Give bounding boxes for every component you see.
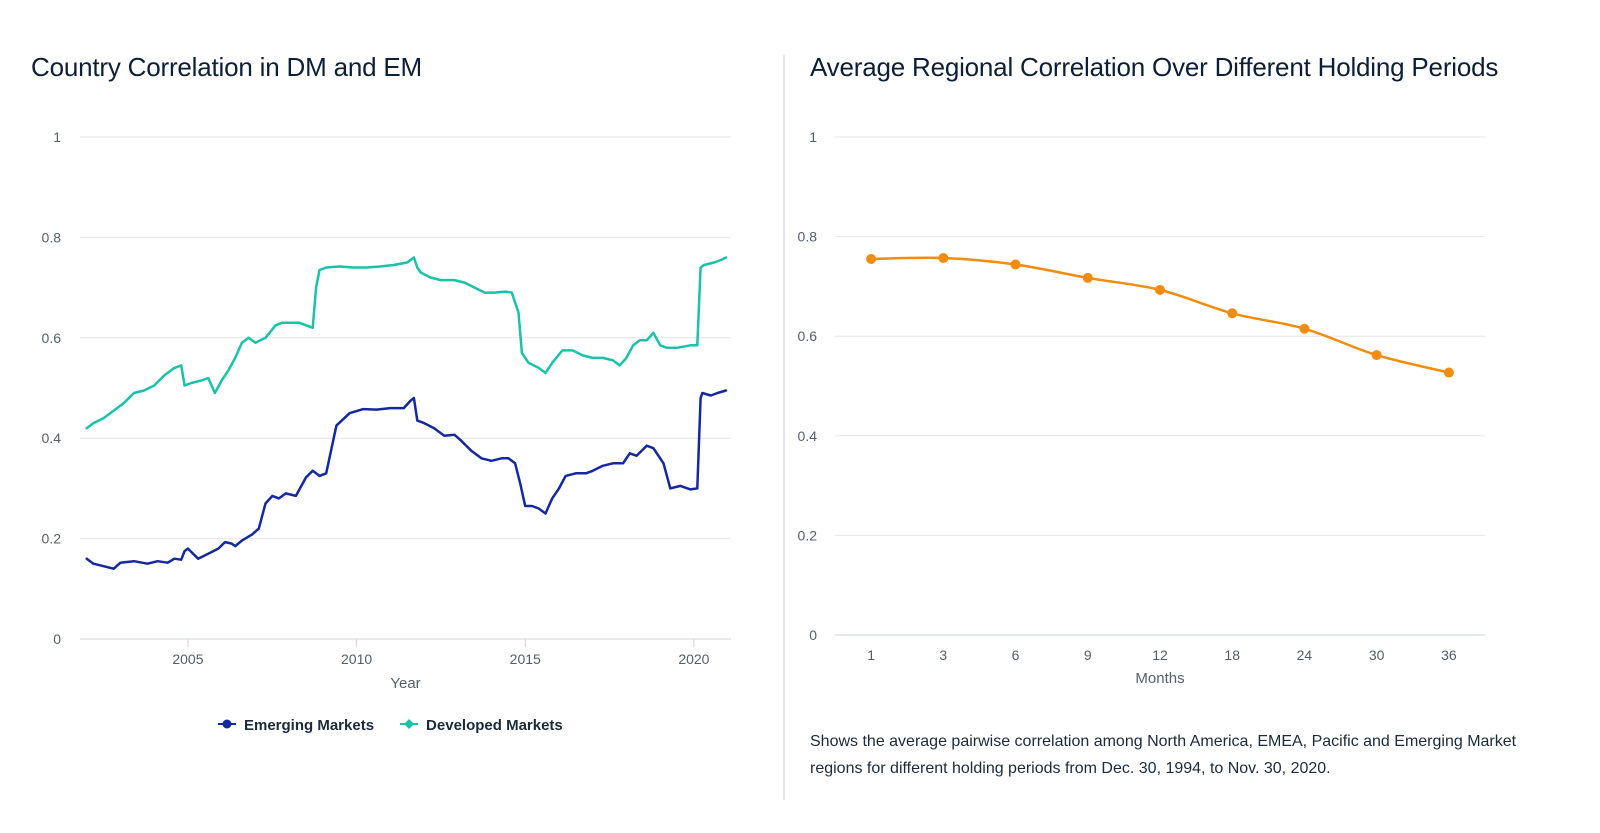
data-point [1299, 323, 1310, 334]
chart-title: Average Regional Correlation Over Differ… [810, 52, 1499, 82]
x-tick-label: 12 [1152, 647, 1168, 663]
legend-circle-icon [222, 719, 232, 729]
y-tick-label: 0 [809, 627, 817, 643]
data-point [1155, 284, 1165, 295]
series-line-emerging-markets [85, 389, 728, 570]
legend-diamond-icon [404, 719, 415, 729]
x-tick-label: 9 [1084, 647, 1092, 663]
x-tick-label: 18 [1224, 647, 1240, 663]
right-chart-panel: Average Regional Correlation Over Differ… [785, 0, 1600, 828]
y-tick-label: 0 [53, 631, 61, 647]
x-tick-label: 2015 [510, 651, 541, 667]
data-point [1443, 367, 1454, 378]
data-point [938, 253, 949, 264]
x-tick-label: 3 [939, 647, 947, 663]
y-tick-label: 1 [809, 129, 817, 145]
y-tick-label: 0.8 [798, 229, 818, 245]
legend-item: Developed Markets [400, 717, 563, 734]
legend-item: Emerging Markets [218, 717, 374, 734]
data-point [1227, 308, 1238, 319]
y-tick-label: 0.4 [798, 428, 818, 444]
y-tick-label: 1 [53, 129, 61, 145]
panel-divider [783, 55, 785, 800]
chart-title: Country Correlation in DM and EM [31, 52, 422, 82]
legend-label: Developed Markets [426, 717, 563, 734]
left-chart-panel: Country Correlation in DM and EM 0 0.2 0.4… [0, 0, 785, 828]
x-tick-label: 24 [1297, 647, 1313, 663]
x-tick-label: 30 [1369, 647, 1385, 663]
x-tick-label: 1 [867, 647, 875, 663]
x-tick-label: 2005 [172, 651, 203, 667]
series-line [871, 256, 1450, 374]
x-tick-label: 36 [1441, 647, 1457, 663]
y-tick-label: 0.6 [42, 330, 62, 346]
data-point [866, 254, 877, 265]
x-tick-label: 6 [1012, 647, 1020, 663]
y-tick-label: 0.4 [42, 430, 62, 446]
x-tick-label: 2020 [678, 651, 709, 667]
data-point [1010, 259, 1021, 270]
country-correlation-chart: 0 0.2 0.4 0.6 0.8 1 2005 2010 2015 2020 Year Emergi… [42, 129, 731, 734]
y-tick-label: 0.8 [42, 229, 62, 245]
y-tick-label: 0.2 [42, 531, 62, 547]
legend-label: Emerging Markets [244, 717, 374, 734]
x-axis-label: Months [1135, 670, 1184, 687]
data-point [1371, 350, 1382, 361]
series-line-developed-markets [85, 256, 728, 430]
data-point [1082, 272, 1093, 283]
x-tick-label: 2010 [341, 651, 372, 667]
y-tick-label: 0.2 [798, 527, 818, 543]
y-tick-label: 0.6 [798, 328, 818, 344]
x-axis-label: Year [390, 675, 420, 692]
chart-caption: Shows the average pairwise correlation a… [810, 733, 1517, 777]
